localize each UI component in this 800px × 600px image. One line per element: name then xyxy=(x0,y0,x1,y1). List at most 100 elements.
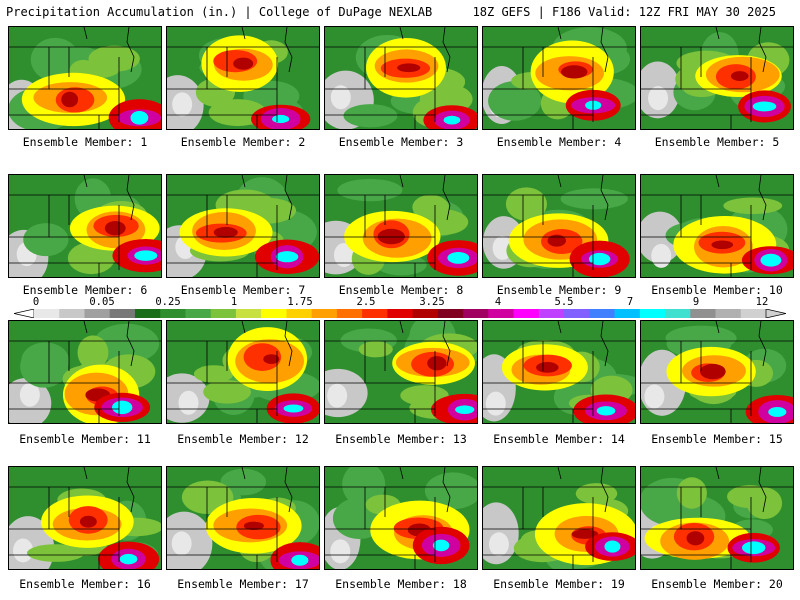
colorbar-segment xyxy=(665,309,691,318)
precip-light xyxy=(30,37,80,82)
colorbar-segment xyxy=(488,309,515,318)
precip-light xyxy=(220,468,267,496)
dry-area xyxy=(330,539,351,564)
map-svg xyxy=(167,27,319,129)
member-label: Ensemble Member: 12 xyxy=(177,432,309,446)
colorbar-segment xyxy=(311,309,338,318)
precip-heavy xyxy=(711,240,734,250)
state-border xyxy=(399,321,404,334)
colorbar-segment xyxy=(84,309,111,318)
precipitation-map xyxy=(640,466,794,570)
colorbar-segment xyxy=(639,309,666,318)
precipitation-colorbar: 0 0.05 0.25 1 1.75 2.5 3.25 4 5.5 7 9 12 xyxy=(14,296,786,318)
precip-extreme xyxy=(134,250,158,261)
map-svg xyxy=(641,175,793,277)
precip-heavy xyxy=(104,221,126,236)
state-border xyxy=(399,175,404,188)
state-border xyxy=(715,27,720,40)
run-info: 18Z GEFS | F186 Valid: 12Z FRI MAY 30 20… xyxy=(472,5,776,19)
colorbar-segment xyxy=(614,309,641,318)
precip-light xyxy=(424,472,477,510)
colorbar-segment xyxy=(412,309,439,318)
map-svg xyxy=(483,27,635,129)
colorbar-segment xyxy=(564,309,590,318)
colorbar-segment xyxy=(715,309,742,318)
map-svg xyxy=(325,321,477,423)
precipitation-map xyxy=(166,174,320,278)
state-border xyxy=(557,467,562,480)
precip-heavy xyxy=(686,531,705,546)
map-svg xyxy=(483,321,635,423)
colorbar-segment xyxy=(589,309,616,318)
dry-area xyxy=(178,390,199,415)
chart-title: Precipitation Accumulation (in.) | Colle… xyxy=(6,5,433,19)
colorbar-tick-label: 2.5 xyxy=(356,296,376,308)
state-border xyxy=(126,467,135,513)
member-label: Ensemble Member: 9 xyxy=(496,283,622,297)
state-border xyxy=(600,321,609,367)
dry-area xyxy=(13,538,34,563)
state-border xyxy=(442,467,451,513)
precip-heavy xyxy=(243,521,264,531)
map-svg xyxy=(483,467,635,569)
colorbar-min-arrow xyxy=(14,309,35,318)
map-svg xyxy=(9,467,161,569)
precipitation-map xyxy=(324,26,478,130)
colorbar-segment xyxy=(463,309,489,318)
precip-extreme xyxy=(447,252,470,264)
precip-extreme xyxy=(741,541,766,555)
state-border xyxy=(442,175,451,221)
colorbar-segment xyxy=(362,309,388,318)
state-border xyxy=(715,175,720,188)
member-label: Ensemble Member: 11 xyxy=(19,432,151,446)
state-border xyxy=(241,175,246,188)
precip-extreme xyxy=(119,553,138,565)
dry-area xyxy=(19,382,40,407)
dry-area xyxy=(485,391,506,416)
state-border xyxy=(241,27,246,40)
state-border xyxy=(284,27,293,73)
state-border xyxy=(557,27,562,40)
dry-area xyxy=(330,85,351,110)
colorbar-segment xyxy=(538,309,565,318)
precipitation-map xyxy=(8,26,162,130)
precip-light xyxy=(26,544,85,562)
state-border xyxy=(442,321,451,367)
precipitation-map xyxy=(166,320,320,424)
state-border xyxy=(241,467,246,480)
precip-light xyxy=(115,331,158,354)
colorbar-segment xyxy=(134,309,161,318)
precipitation-map xyxy=(8,320,162,424)
precip-extreme xyxy=(112,400,133,415)
state-border xyxy=(715,467,720,480)
map-svg xyxy=(167,321,319,423)
state-border xyxy=(557,175,562,188)
state-border xyxy=(284,321,293,367)
state-border xyxy=(758,27,767,73)
member-label: Ensemble Member: 3 xyxy=(338,135,464,149)
precipitation-map xyxy=(640,26,794,130)
state-border xyxy=(600,27,609,73)
colorbar-tick-label: 4 xyxy=(494,296,502,308)
state-border xyxy=(284,467,293,513)
map-svg xyxy=(483,175,635,277)
state-border xyxy=(83,321,88,334)
state-border xyxy=(442,27,451,73)
precip-heavy xyxy=(61,91,79,108)
map-svg xyxy=(325,27,477,129)
precip-extreme xyxy=(588,252,611,266)
dry-area xyxy=(327,383,348,408)
member-label: Ensemble Member: 15 xyxy=(651,432,783,446)
member-label: Ensemble Member: 7 xyxy=(180,283,306,297)
precip-heavy xyxy=(397,63,421,73)
precip-light xyxy=(77,335,109,370)
map-svg xyxy=(9,321,161,423)
colorbar-segment xyxy=(185,309,212,318)
precip-light xyxy=(343,104,398,128)
precip-extreme xyxy=(768,407,787,417)
precip-heavy xyxy=(547,234,567,247)
precipitation-map xyxy=(8,466,162,570)
precip-heavy xyxy=(377,228,405,245)
precip-light xyxy=(21,342,70,380)
colorbar-tick-label: 0.25 xyxy=(155,296,181,308)
